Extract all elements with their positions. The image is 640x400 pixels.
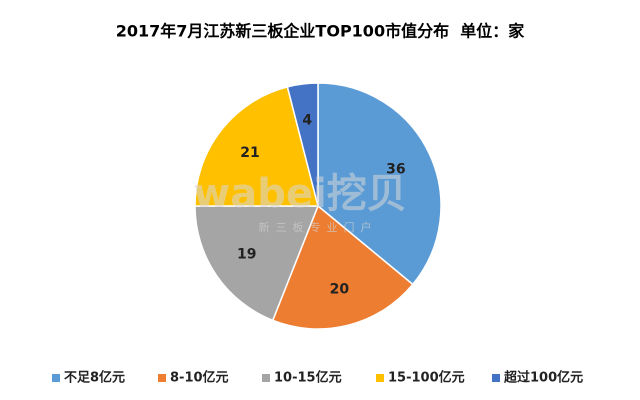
legend-swatch (158, 374, 166, 382)
legend-label: 10-15亿元 (274, 370, 342, 386)
data-label: 19 (237, 246, 256, 262)
legend-swatch (376, 374, 384, 382)
data-label: 36 (386, 161, 405, 177)
pie-slice (194, 205, 320, 322)
data-label: 21 (240, 145, 259, 161)
pie-slice (194, 85, 319, 207)
legend-swatch (492, 374, 500, 382)
legend-swatch (52, 374, 60, 382)
watermark-slogan: 新三板专业门户 (259, 220, 378, 234)
legend-label: 8-10亿元 (170, 370, 229, 386)
legend-label: 15-100亿元 (388, 370, 465, 386)
legend-swatch (262, 374, 270, 382)
data-label: 4 (302, 113, 312, 129)
pie-slice (317, 82, 442, 286)
pie-slice (271, 204, 414, 330)
chart-title: 2017年7月江苏新三板企业TOP100市值分布 单位：家 (116, 22, 525, 41)
watermark: wabei挖贝 (193, 171, 406, 217)
legend-label: 不足8亿元 (64, 370, 125, 386)
pie-slice (286, 82, 319, 207)
legend-label: 超过100亿元 (504, 370, 583, 386)
data-label: 20 (330, 281, 350, 297)
